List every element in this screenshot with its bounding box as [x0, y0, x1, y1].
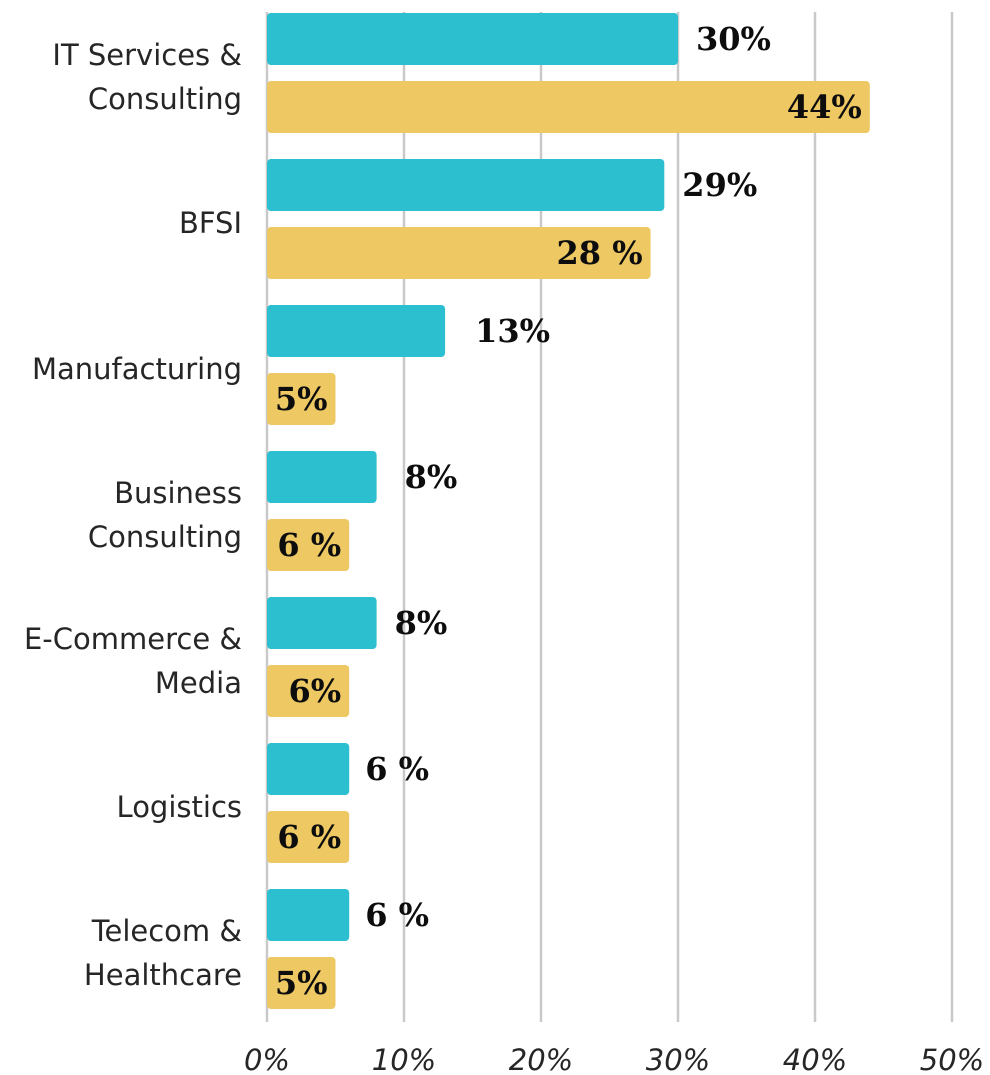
category-label: Business [114, 476, 242, 510]
data-label: 13% [475, 312, 550, 350]
data-label: 6 % [365, 896, 429, 934]
bar [267, 159, 665, 211]
category-label: Manufacturing [32, 352, 242, 386]
x-tick-label: 30% [646, 1043, 710, 1075]
bar [267, 665, 350, 717]
bar [267, 811, 350, 863]
category-label: Telecom & [91, 914, 242, 948]
bar [267, 305, 446, 357]
category-label: IT Services & [52, 38, 242, 72]
data-label: 5% [275, 964, 328, 1002]
bar [267, 227, 651, 279]
bar [267, 889, 350, 941]
value-labels: 30% 44% 29% 28 % 13% 5% 8% 6 % 8% 6% 6 % 6 % 6 % 5% [275, 20, 862, 1002]
bar [267, 519, 350, 571]
data-label: 28 % [557, 234, 643, 272]
category-label: E-Commerce & [24, 622, 242, 656]
category-label: Consulting [88, 520, 242, 554]
x-tick-label: 50% [920, 1043, 984, 1075]
data-label: 8% [405, 458, 458, 496]
category-label: Healthcare [84, 958, 242, 992]
category-label: Media [155, 666, 242, 700]
data-label: 30% [696, 20, 771, 58]
bar [267, 373, 336, 425]
data-label: 5% [275, 380, 328, 418]
bars [267, 13, 870, 1009]
bar [267, 743, 350, 795]
data-label: 8% [395, 604, 448, 642]
data-label: 29% [682, 166, 757, 204]
category-label: Logistics [117, 790, 242, 824]
x-axis-ticks: 0% 10% 20% 30% 40% 50% [244, 1043, 984, 1075]
bar [267, 957, 336, 1009]
data-label: 6 % [277, 818, 341, 856]
category-label: Consulting [88, 82, 242, 116]
category-labels: IT Services & Consulting BFSI Manufacturing… [24, 38, 242, 992]
category-label: BFSI [179, 206, 242, 240]
data-label: 44% [787, 88, 862, 126]
x-tick-label: 10% [372, 1043, 436, 1075]
bar [267, 13, 678, 65]
bar [267, 451, 377, 503]
data-label: 6% [289, 672, 342, 710]
x-tick-label: 40% [783, 1043, 847, 1075]
x-tick-label: 20% [509, 1043, 573, 1075]
data-label: 6 % [365, 750, 429, 788]
bar [267, 597, 377, 649]
bar [267, 81, 870, 133]
x-tick-label: 0% [244, 1043, 290, 1075]
data-label: 6 % [277, 526, 341, 564]
